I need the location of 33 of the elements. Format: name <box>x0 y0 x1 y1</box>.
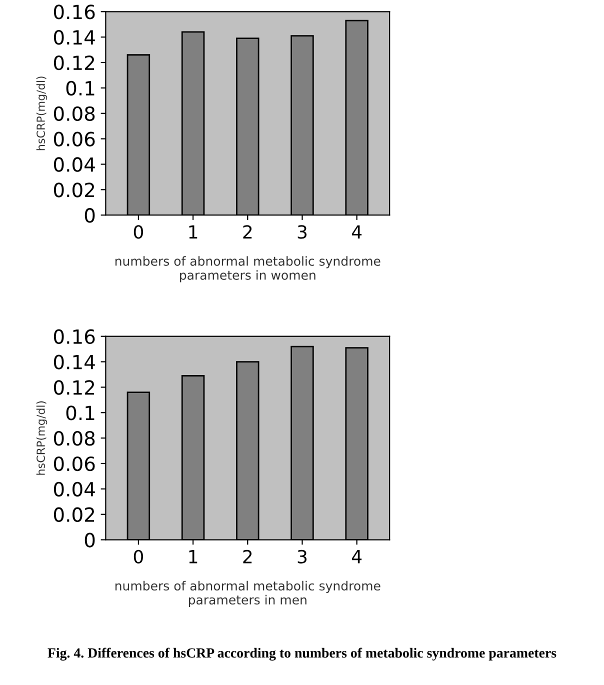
x-tick-label: 1 <box>189 550 198 564</box>
x-tick-label: 4 <box>352 225 362 239</box>
y-tick-label: 0.08 <box>54 431 95 446</box>
y-tick-label: 0.06 <box>54 132 95 146</box>
x-tick-label: 2 <box>243 550 252 564</box>
x-tick-label: 2 <box>243 225 252 239</box>
y-tick-label: 0.12 <box>54 55 94 70</box>
y-tick-label: 0.06 <box>54 456 95 472</box>
y-tick-label: 0.12 <box>54 380 94 395</box>
x-tick-label: 0 <box>134 225 143 239</box>
y-tick-label: 0.14 <box>54 30 95 45</box>
x-tick-label: 3 <box>298 225 307 239</box>
y-tick-label: 0 <box>84 532 95 548</box>
x-axis-title: numbers of abnormal metabolic syndrome parameters in women <box>115 256 380 282</box>
x-tick-label: 3 <box>298 550 307 564</box>
x-tick-label: 1 <box>189 225 198 239</box>
y-tick-label: 0.02 <box>54 507 94 522</box>
y-tick-label: 0.1 <box>66 406 94 420</box>
caption: Fig. 4. Differences of hsCRP according to numbers of metabolic syndrome parameters <box>48 648 556 661</box>
y-tick-label: 0.16 <box>54 329 95 344</box>
y-tick-label: 0.02 <box>54 182 94 198</box>
y-tick-label: 0.14 <box>54 354 95 370</box>
y-tick-label: 0.1 <box>66 80 94 96</box>
y-tick-label: 0 <box>84 208 95 223</box>
y-tick-label: 0.04 <box>54 157 95 172</box>
y-tick-label: 0.08 <box>54 106 95 122</box>
y-tick-label: 0.04 <box>54 482 95 497</box>
y-axis-title: hsCRP(mg/dl) <box>36 401 48 475</box>
x-tick-label: 0 <box>134 550 143 564</box>
x-tick-label: 4 <box>352 550 362 564</box>
y-tick-label: 0.16 <box>54 4 95 20</box>
y-axis-title: hsCRP(mg/dl) <box>36 76 48 150</box>
x-axis-title: numbers of abnormal metabolic syndrome parameters in men <box>115 580 380 607</box>
